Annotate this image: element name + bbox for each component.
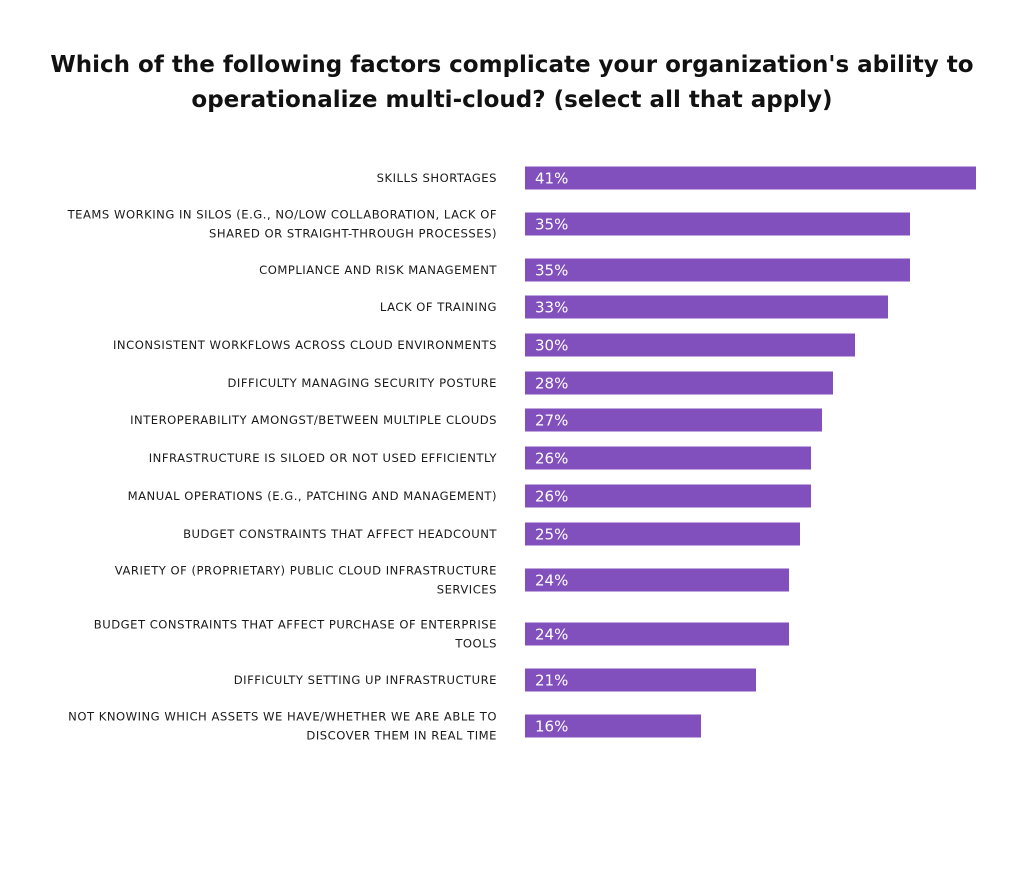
bar-value-label-6: 28% [535,375,568,393]
bar-value-label-11: 24% [535,572,568,590]
bar-5 [525,333,855,357]
bar-2 [525,212,910,236]
category-label-5: INCONSISTENT WORKFLOWS ACROSS CLOUD ENVI… [113,338,497,352]
category-label-14-line-2: DISCOVER THEM IN REAL TIME [306,729,497,743]
chart-title: Which of the following factors complicat… [40,48,984,118]
bar-value-label-13: 21% [535,672,568,690]
category-label-7: INTEROPERABILITY AMONGST/BETWEEN MULTIPL… [130,413,497,427]
chart-title-line-1: Which of the following factors complicat… [50,52,974,78]
bar-9 [525,484,811,508]
category-label-12-line-2: TOOLS [454,637,497,651]
category-label-1: SKILLS SHORTAGES [377,171,497,185]
category-label-2-line-2: SHARED OR STRAIGHT-THROUGH PROCESSES) [209,227,497,241]
bar-value-label-2: 35% [535,216,568,234]
bar-value-label-12: 24% [535,626,568,644]
bar-value-label-3: 35% [535,262,568,280]
bar-value-label-14: 16% [535,718,568,736]
bar-4 [525,295,888,319]
bar-value-label-5: 30% [535,337,568,355]
category-label-4: LACK OF TRAINING [380,300,497,314]
bar-value-label-7: 27% [535,412,568,430]
bar-10 [525,522,800,546]
category-label-13: DIFFICULTY SETTING UP INFRASTRUCTURE [234,673,497,687]
bar-14 [525,714,701,738]
category-label-6: DIFFICULTY MANAGING SECURITY POSTURE [228,376,498,390]
category-label-11-line-1: VARIETY OF (PROPRIETARY) PUBLIC CLOUD IN… [115,564,497,578]
category-label-3: COMPLIANCE AND RISK MANAGEMENT [259,263,497,277]
bar-13 [525,668,756,692]
category-label-14-line-1: NOT KNOWING WHICH ASSETS WE HAVE/WHETHER… [68,710,497,724]
category-label-11-line-2: SERVICES [437,583,497,597]
bar-value-label-4: 33% [535,299,568,317]
category-label-12-line-1: BUDGET CONSTRAINTS THAT AFFECT PURCHASE … [94,618,497,632]
bar-8 [525,446,811,470]
bar-value-label-1: 41% [535,170,568,188]
bar-6 [525,371,833,395]
bar-value-label-9: 26% [535,488,568,506]
bar-value-label-8: 26% [535,450,568,468]
bar-value-label-10: 25% [535,526,568,544]
category-label-2-line-1: TEAMS WORKING IN SILOS (E.G., NO/LOW COL… [67,208,497,222]
chart-title-line-2: operationalize multi-cloud? (select all … [191,87,833,113]
bar-3 [525,258,910,282]
bar-1 [525,166,976,190]
category-label-9: MANUAL OPERATIONS (E.G., PATCHING AND MA… [128,489,497,503]
bar-7 [525,408,822,432]
bar-11 [525,568,789,592]
category-label-8: INFRASTRUCTURE IS SILOED OR NOT USED EFF… [149,451,498,465]
category-label-10: BUDGET CONSTRAINTS THAT AFFECT HEADCOUNT [183,527,497,541]
bar-12 [525,622,789,646]
